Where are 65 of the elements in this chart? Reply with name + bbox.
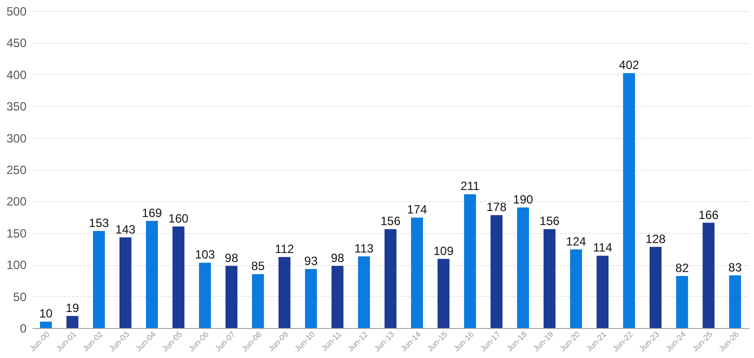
bar: [358, 256, 370, 328]
data-label: 156: [380, 214, 401, 228]
bar: [517, 208, 529, 328]
bar: [676, 276, 688, 328]
bar: [225, 266, 238, 328]
bar: [464, 194, 476, 328]
data-label: 10: [39, 306, 53, 321]
data-label: 166: [698, 208, 719, 222]
data-label: 156: [540, 214, 560, 228]
y-tick-label: 400: [6, 68, 27, 82]
data-label: 160: [168, 212, 189, 226]
data-label: 85: [251, 259, 265, 274]
data-label: 190: [513, 192, 534, 207]
y-tick-label: 50: [13, 290, 27, 304]
data-label: 402: [619, 58, 640, 72]
bar: [40, 322, 52, 328]
data-label: 174: [406, 202, 428, 217]
y-tick-label: 250: [6, 163, 27, 177]
bar: [623, 73, 636, 328]
y-tick-label: 150: [6, 226, 27, 240]
bar: [198, 262, 211, 328]
data-label: 114: [592, 240, 612, 255]
bar: [650, 246, 662, 328]
bar: [544, 229, 556, 328]
data-label: 98: [330, 250, 344, 265]
y-tick-label: 0: [20, 322, 27, 336]
bar: [570, 249, 582, 328]
bar: [729, 275, 742, 328]
data-label: 19: [66, 300, 80, 315]
bar: [411, 218, 423, 328]
bar: [278, 256, 290, 328]
y-tick-label: 350: [6, 100, 27, 114]
bar: [490, 215, 502, 328]
bar: [438, 258, 450, 328]
data-label: 128: [646, 232, 666, 246]
bar: [119, 237, 132, 328]
data-label: 82: [675, 261, 690, 276]
bar: [305, 269, 317, 328]
data-label: 103: [194, 248, 216, 262]
bar: [252, 274, 264, 328]
data-label: 112: [274, 242, 294, 256]
data-label: 124: [566, 234, 586, 248]
bar: [596, 256, 609, 328]
y-tick-label: 500: [6, 4, 27, 18]
y-tick-label: 200: [6, 194, 27, 209]
bar: [66, 316, 78, 328]
data-label: 169: [142, 206, 162, 220]
data-label: 143: [115, 222, 136, 236]
bar: [702, 222, 715, 328]
bar: [332, 266, 344, 328]
data-label: 83: [728, 260, 742, 274]
bar: [146, 220, 158, 328]
data-label: 109: [433, 244, 454, 258]
y-tick-label: 450: [6, 36, 27, 50]
data-label: 113: [354, 241, 374, 256]
data-label: 211: [460, 179, 480, 194]
bar: [92, 231, 105, 328]
bar: [172, 226, 184, 328]
bar: [384, 229, 396, 328]
data-label: 98: [224, 250, 238, 265]
data-label: 153: [88, 216, 110, 230]
data-label: 93: [304, 254, 318, 268]
y-tick-label: 300: [6, 131, 27, 146]
data-label: 178: [486, 200, 507, 214]
y-tick-label: 100: [6, 258, 27, 272]
